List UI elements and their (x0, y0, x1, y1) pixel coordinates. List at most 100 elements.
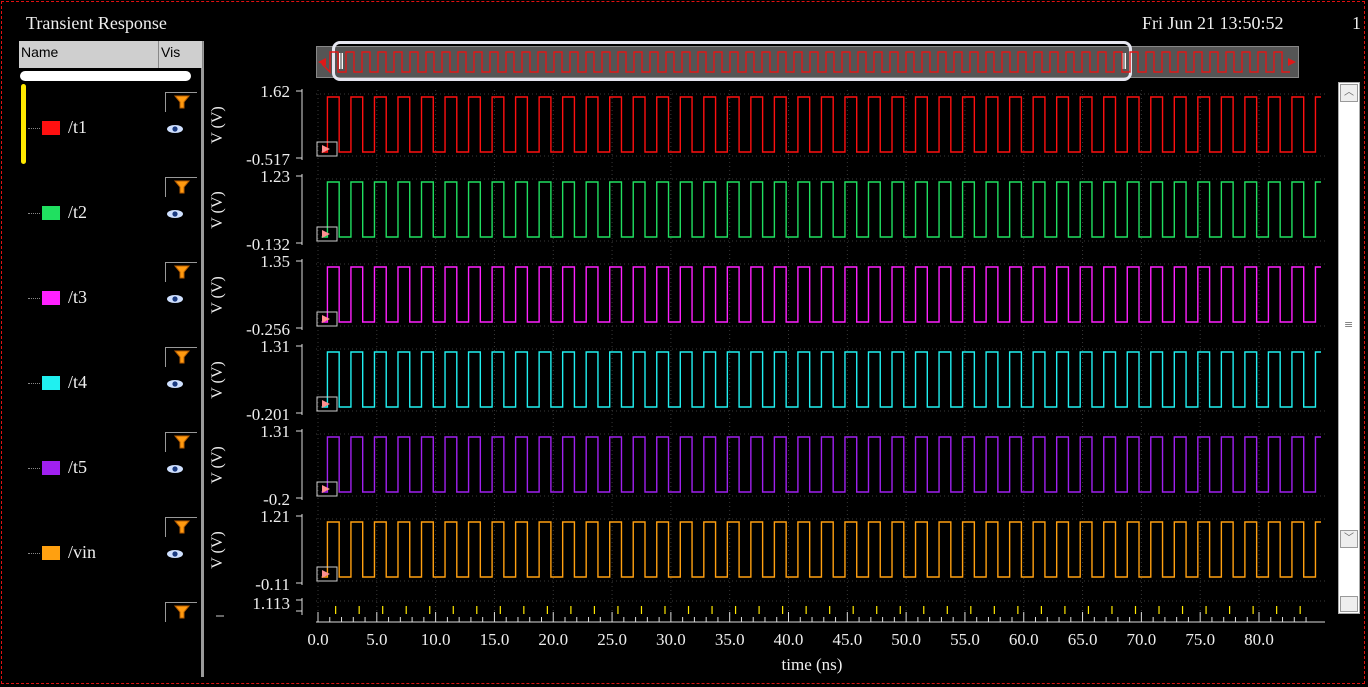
signal-label: /t4 (68, 372, 88, 392)
y-min-label: -0.11 (255, 575, 290, 594)
x-tick-label: 10.0 (421, 630, 451, 649)
y-max-label: 1.35 (260, 252, 290, 271)
waveform-t1 (321, 96, 1321, 153)
signal-label: /vin (68, 542, 97, 562)
y-min-label: -0.201 (246, 405, 290, 424)
scrollbar-grip[interactable]: ≡ (1344, 318, 1354, 331)
y-min-label: -0.256 (246, 320, 290, 339)
signal-label: /t5 (68, 457, 88, 477)
x-tick-label: 50.0 (891, 630, 921, 649)
signal-color-swatch (42, 291, 60, 305)
x-tick-label: 15.0 (480, 630, 510, 649)
waveform-t2 (321, 181, 1321, 238)
eye-icon[interactable] (166, 292, 184, 304)
x-tick-label: 60.0 (1009, 630, 1039, 649)
scroll-end-button[interactable] (1340, 596, 1358, 612)
signal-label: /t1 (68, 117, 88, 137)
signal-color-swatch (42, 121, 60, 135)
y-min-label: -0.132 (246, 235, 290, 254)
marker-box (316, 311, 338, 327)
waveform-vin (321, 521, 1321, 578)
filter-icon[interactable] (165, 262, 197, 282)
window-title: Transient Response (26, 13, 167, 33)
filter-icon[interactable] (165, 177, 197, 197)
filter-icon[interactable] (165, 432, 197, 452)
timestamp: Fri Jun 21 13:50:52 (1142, 13, 1284, 33)
x-tick-label: 70.0 (1127, 630, 1157, 649)
x-tick-label: 55.0 (950, 630, 980, 649)
x-tick-label: 30.0 (656, 630, 686, 649)
x-tick-label: 5.0 (366, 630, 387, 649)
marker-arrow (322, 485, 330, 493)
column-header-vis[interactable]: Vis (159, 41, 203, 68)
marker-box (316, 396, 338, 412)
eye-icon[interactable] (166, 122, 184, 134)
overview-left-handle[interactable]: ‖ (337, 50, 345, 69)
marker-box (316, 226, 338, 242)
page-number: 1 (1352, 13, 1361, 33)
marker-box (316, 141, 338, 157)
tree-connector (28, 213, 40, 214)
y-min-label: -0.517 (246, 150, 290, 169)
signal-label: /t3 (68, 287, 88, 307)
waveform-t4 (321, 351, 1321, 408)
y-axis-label: V (V) (209, 106, 226, 143)
x-tick-label: 65.0 (1068, 630, 1098, 649)
column-header-name[interactable]: Name (19, 41, 159, 68)
y-max-label: 1.31 (260, 337, 290, 356)
y-axis-label: V (V) (209, 276, 226, 313)
scroll-down-button[interactable]: ﹀ (1340, 530, 1358, 548)
signal-browser (19, 41, 205, 677)
eye-icon[interactable] (166, 547, 184, 559)
scroll-up-button[interactable]: ︿ (1340, 84, 1358, 102)
overview-right-arrow (1288, 58, 1296, 66)
overview-right-handle[interactable]: ‖ (1120, 50, 1128, 69)
tree-connector (28, 468, 40, 469)
horizontal-scrollbar[interactable] (20, 71, 191, 81)
x-axis-label: time (ns) (782, 655, 843, 674)
selection-indicator (21, 84, 26, 164)
x-tick-label: 45.0 (832, 630, 862, 649)
signal-color-swatch (42, 206, 60, 220)
signal-color-swatch (42, 461, 60, 475)
overview-left-arrow (318, 58, 326, 66)
signal-label: /t2 (68, 202, 88, 222)
tree-connector (28, 128, 40, 129)
marker-box (316, 481, 338, 497)
overview-waveform (321, 51, 1290, 74)
y-axis-label: V (V) (209, 531, 226, 568)
filter-icon[interactable] (165, 517, 197, 537)
signal-color-swatch (42, 546, 60, 560)
y-max-label: 1.23 (260, 167, 290, 186)
x-tick-label: 40.0 (774, 630, 804, 649)
x-tick-label: 0.0 (307, 630, 328, 649)
y-max-label: 1.62 (260, 82, 290, 101)
y-axis-label: V (V) (209, 191, 226, 228)
filter-icon[interactable] (165, 347, 197, 367)
marker-arrow (322, 145, 330, 153)
x-tick-label: 75.0 (1185, 630, 1215, 649)
filter-icon[interactable] (165, 92, 197, 112)
tree-connector (28, 383, 40, 384)
x-tick-label: 35.0 (715, 630, 745, 649)
marker-box (316, 566, 338, 582)
filter-icon[interactable] (165, 602, 197, 622)
tree-connector (28, 298, 40, 299)
marker-arrow (322, 315, 330, 323)
x-tick-label: 25.0 (597, 630, 627, 649)
waveform-t5 (321, 436, 1321, 493)
y-max-label: 1.113 (252, 594, 290, 613)
signal-color-swatch (42, 376, 60, 390)
y-axis-label: V (V) (209, 361, 226, 398)
eye-icon[interactable] (166, 377, 184, 389)
pane-splitter[interactable] (201, 41, 204, 677)
eye-icon[interactable] (166, 462, 184, 474)
x-tick-label: 80.0 (1244, 630, 1274, 649)
eye-icon[interactable] (166, 207, 184, 219)
marker-arrow (322, 400, 330, 408)
y-min-label: -0.2 (263, 490, 290, 509)
marker-arrow (322, 230, 330, 238)
vertical-scrollbar[interactable] (1338, 82, 1360, 614)
waveform-t3 (321, 266, 1321, 323)
